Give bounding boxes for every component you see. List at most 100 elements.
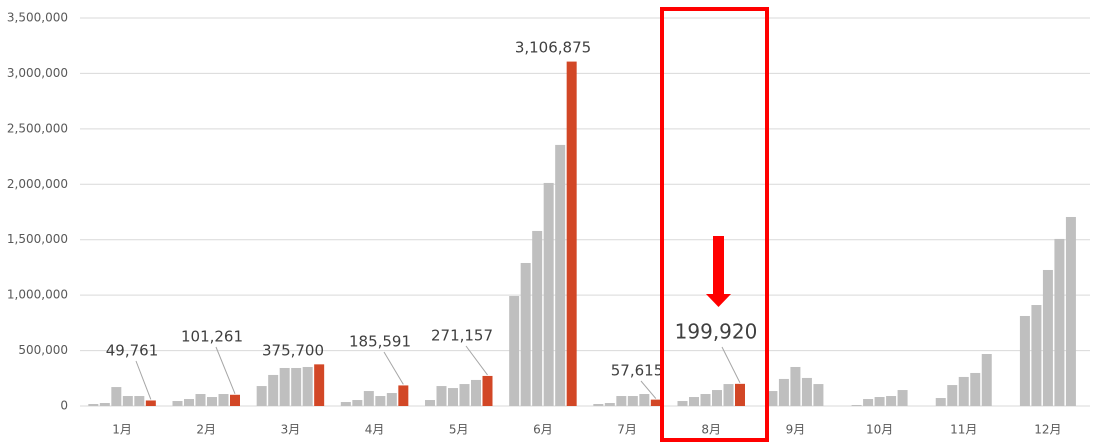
bar <box>851 405 862 406</box>
y-tick-label: 500,000 <box>18 343 68 357</box>
bar <box>1065 216 1076 406</box>
bar <box>566 61 577 406</box>
x-tick-label: 5月 <box>449 423 469 437</box>
bar <box>863 399 874 406</box>
x-tick-label: 2月 <box>196 423 216 437</box>
bar <box>1019 315 1030 406</box>
bar <box>958 376 969 406</box>
y-tick-label: 1,500,000 <box>7 232 68 246</box>
bar <box>145 400 156 406</box>
bar <box>448 388 458 406</box>
bar <box>689 397 699 406</box>
x-tick-label: 12月 <box>1034 423 1061 437</box>
bar <box>543 182 554 406</box>
x-tick-label: 7月 <box>617 423 637 437</box>
bar <box>616 396 627 406</box>
y-tick-label: 2,000,000 <box>7 177 68 191</box>
bar <box>532 230 543 406</box>
data-label: 199,920 <box>675 320 758 344</box>
x-tick-label: 4月 <box>365 423 385 437</box>
data-label: 271,157 <box>431 327 493 345</box>
bar <box>268 374 279 406</box>
bar <box>700 394 711 406</box>
data-label: 49,761 <box>106 342 159 360</box>
leader-line <box>721 346 741 384</box>
x-tick-label: 9月 <box>786 423 806 437</box>
leader-line <box>465 345 488 376</box>
bar <box>712 390 722 406</box>
bar <box>650 399 661 406</box>
leader-line <box>383 351 404 385</box>
bar <box>555 144 566 406</box>
bar <box>947 385 958 406</box>
x-tick-label: 6月 <box>533 423 553 437</box>
x-tick-label: 10月 <box>866 423 893 437</box>
bar <box>604 403 615 406</box>
x-tick-label: 11月 <box>950 423 977 437</box>
data-label: 101,261 <box>181 328 243 346</box>
y-tick-label: 3,000,000 <box>7 66 68 80</box>
bar <box>375 396 386 406</box>
y-tick-label: 3,500,000 <box>7 11 68 25</box>
bar <box>363 391 374 406</box>
bar <box>279 367 290 406</box>
x-tick-label: 1月 <box>112 423 132 437</box>
bar <box>291 367 302 406</box>
bar <box>723 384 734 406</box>
bar <box>471 379 481 406</box>
data-label: 3,106,875 <box>515 39 591 57</box>
bar <box>778 378 789 406</box>
y-tick-label: 2,500,000 <box>7 121 68 135</box>
bar <box>425 400 435 406</box>
bar <box>111 387 122 406</box>
data-label: 185,591 <box>349 333 411 351</box>
highlight-box <box>660 7 769 442</box>
bar <box>314 364 325 406</box>
data-label: 57,615 <box>611 362 664 380</box>
bar <box>981 354 992 406</box>
bar <box>935 398 946 406</box>
bar <box>459 384 470 406</box>
bar <box>340 402 351 406</box>
bar <box>230 394 240 406</box>
arrow-shaft <box>713 236 724 295</box>
bar <box>886 396 897 406</box>
y-tick-label: 0 <box>60 399 68 413</box>
bar <box>813 384 824 406</box>
bar <box>386 393 397 406</box>
bar <box>677 401 688 406</box>
bar <box>195 394 206 406</box>
bar <box>874 397 885 406</box>
x-tick-label: 3月 <box>281 423 301 437</box>
bar <box>122 396 133 406</box>
bar <box>897 390 908 406</box>
bar <box>790 366 801 406</box>
bar <box>767 391 778 406</box>
bar <box>134 396 145 406</box>
bar <box>436 386 447 406</box>
bar <box>520 262 531 406</box>
bar <box>302 366 313 406</box>
leader-line <box>640 380 657 399</box>
bar <box>627 396 638 406</box>
data-label: 375,700 <box>262 342 324 360</box>
bar <box>218 394 229 406</box>
x-tick-label: 8月 <box>701 423 721 437</box>
bar <box>207 397 217 406</box>
bar <box>970 372 981 406</box>
bar <box>88 404 99 406</box>
arrow-head <box>706 294 731 307</box>
bar <box>509 296 520 406</box>
bar <box>184 399 194 406</box>
bar <box>1054 238 1065 406</box>
leader-line <box>135 360 152 400</box>
leader-line <box>215 346 236 394</box>
bar <box>99 403 110 406</box>
y-tick-label: 1,000,000 <box>7 288 68 302</box>
bar <box>801 377 812 406</box>
bar <box>1031 305 1042 406</box>
bar <box>172 401 183 406</box>
bar <box>593 404 604 406</box>
bar <box>398 385 409 406</box>
